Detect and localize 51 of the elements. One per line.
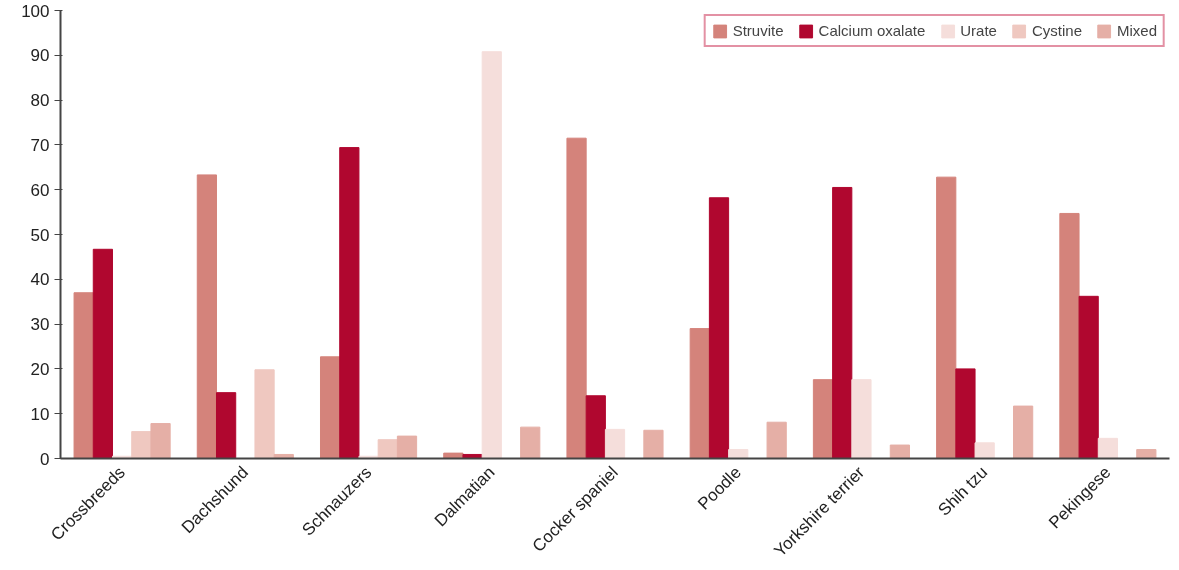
bar: [851, 379, 872, 459]
bar: [520, 426, 541, 459]
bar: [396, 435, 418, 459]
bar: [1136, 449, 1157, 459]
bar: [320, 356, 341, 459]
bar: [443, 452, 464, 459]
y-tick-label: 10: [30, 404, 50, 424]
bar: [481, 51, 502, 459]
y-tick-label: 80: [30, 91, 50, 111]
x-tick-label: Shih tzu: [934, 462, 992, 520]
bar: [766, 421, 787, 459]
bar: [196, 174, 217, 459]
y-tick-label: 50: [30, 225, 50, 245]
bar: [604, 428, 626, 459]
bar: [832, 186, 853, 459]
bar: [955, 368, 976, 459]
bar: [92, 248, 113, 459]
bar: [377, 439, 398, 459]
y-tick-label: 100: [21, 1, 50, 21]
y-tick-label: 70: [30, 135, 50, 155]
bar: [73, 292, 94, 459]
y-tick-label: 90: [30, 46, 50, 66]
legend-label: Urate: [960, 22, 997, 39]
bar: [1097, 437, 1118, 459]
bar: [1059, 212, 1080, 459]
bar: [566, 137, 587, 459]
bar: [216, 392, 237, 459]
legend-label: Cystine: [1031, 22, 1082, 39]
bar: [254, 369, 275, 459]
legend-label: Struvite: [732, 22, 784, 39]
bar: [728, 449, 749, 459]
bar: [131, 431, 152, 459]
bar: [889, 444, 910, 459]
y-tick-label: 20: [30, 359, 50, 379]
bar: [1013, 405, 1034, 459]
y-tick-label: 60: [30, 180, 50, 200]
legend-label: Calcium oxalate: [818, 22, 926, 39]
bar: [339, 147, 360, 459]
y-tick-label: 40: [30, 270, 50, 290]
bar: [689, 328, 710, 459]
legend-label: Mixed: [1116, 22, 1157, 39]
bar: [643, 429, 664, 459]
y-tick-label: 0: [40, 449, 50, 469]
bar: [150, 423, 171, 459]
bar: [585, 395, 606, 459]
bar: [974, 442, 995, 459]
y-tick-label: 30: [30, 315, 50, 335]
bar: [812, 379, 834, 459]
bar: [1078, 295, 1099, 459]
bar: [708, 197, 730, 459]
bar: [936, 176, 957, 459]
